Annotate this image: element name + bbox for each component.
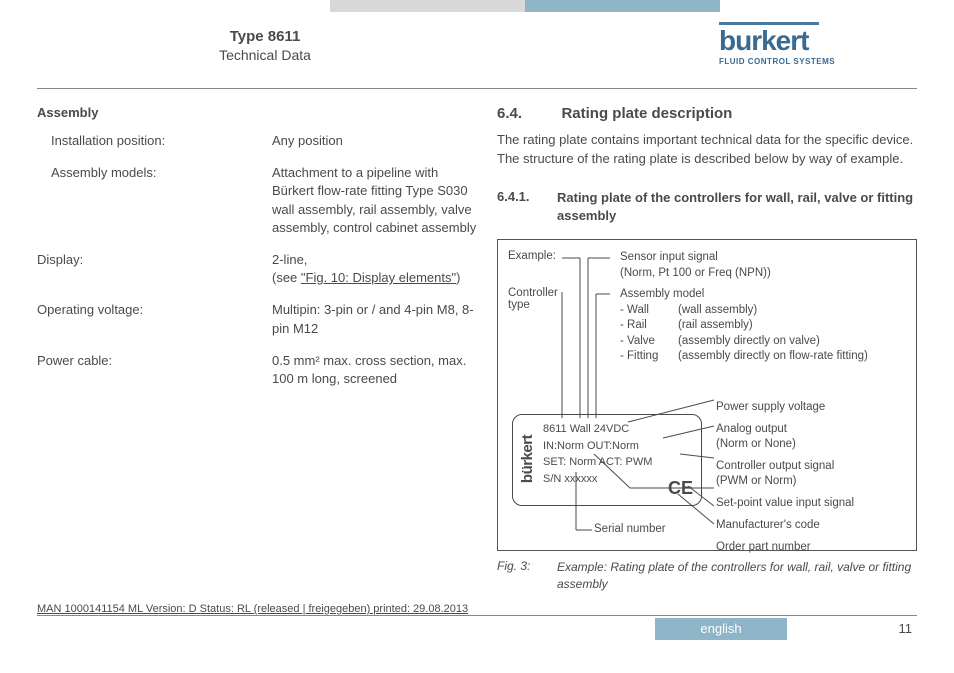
bar-gray xyxy=(330,0,525,12)
diagram-row-example: Example: Sensor input signal(Norm, Pt 10… xyxy=(508,250,906,281)
spec-value: Attachment to a pipeline with Bürkert fl… xyxy=(272,164,477,237)
assembly-key: - Fitting xyxy=(620,349,678,365)
spec-row: Operating voltage:Multipin: 3-pin or / a… xyxy=(37,301,477,337)
figure-caption: Fig. 3: Example: Rating plate of the con… xyxy=(497,559,917,593)
left-column: Assembly Installation position:Any posit… xyxy=(37,105,477,402)
diagram-callout: Set-point value input signal xyxy=(716,496,854,511)
top-color-bars xyxy=(0,0,954,12)
subsection-number: 6.4.1. xyxy=(497,189,557,225)
spec-value: 0.5 mm² max. cross section, max. 100 m l… xyxy=(272,352,477,388)
plate-line: S/N xxxxxx xyxy=(543,471,652,488)
subsection-heading: 6.4.1. Rating plate of the controllers f… xyxy=(497,189,917,225)
assembly-desc: (assembly directly on valve) xyxy=(678,334,906,350)
serial-number-label: Serial number xyxy=(594,523,666,535)
logo-text: burkert xyxy=(719,25,899,57)
assembly-heading: Assembly xyxy=(37,105,477,120)
assembly-item: - Wall(wall assembly) xyxy=(620,303,906,319)
plate-line: 8611 Wall 24VDC xyxy=(543,421,652,438)
spec-key: Assembly models: xyxy=(37,164,272,237)
page-header: Type 8611 Technical Data burkert FLUID C… xyxy=(0,28,954,83)
diagram-callout: Manufacturer's code xyxy=(716,518,854,533)
assembly-item: - Rail(rail assembly) xyxy=(620,318,906,334)
diagram-callout: Order part number xyxy=(716,540,854,555)
footer-rule xyxy=(37,615,917,616)
diagram-right-labels: Power supply voltage Analog output(Norm o… xyxy=(716,400,854,562)
assembly-desc: (assembly directly on flow-rate fitting) xyxy=(678,349,906,365)
spec-row: Power cable:0.5 mm² max. cross section, … xyxy=(37,352,477,388)
diagram-callout: Power supply voltage xyxy=(716,400,854,415)
spec-row: Assembly models:Attachment to a pipeline… xyxy=(37,164,477,237)
plate-brand: bürkert xyxy=(519,421,536,497)
spec-value: Multipin: 3-pin or / and 4-pin M8, 8-pin… xyxy=(272,301,477,337)
ce-mark-icon: CE xyxy=(668,478,693,499)
assembly-key: - Valve xyxy=(620,334,678,350)
section-paragraph: The rating plate contains important tech… xyxy=(497,131,917,169)
figure-text: Example: Rating plate of the controllers… xyxy=(557,559,917,593)
right-column: 6.4. Rating plate description The rating… xyxy=(497,105,917,593)
header-left: Type 8611 Technical Data xyxy=(115,28,415,63)
sensor-input-desc: Sensor input signal(Norm, Pt 100 or Freq… xyxy=(620,250,906,281)
section-title: Rating plate description xyxy=(561,105,732,122)
section-heading: 6.4. Rating plate description xyxy=(497,105,917,123)
assembly-key: - Wall xyxy=(620,303,678,319)
footer-metadata: MAN 1000141154 ML Version: D Status: RL … xyxy=(37,603,468,615)
spec-key: Display: xyxy=(37,251,272,287)
logo-tagline: FLUID CONTROL SYSTEMS xyxy=(719,57,899,66)
spec-key: Installation position: xyxy=(37,132,272,150)
diagram-row-controller: Controllertype Assembly model - Wall(wal… xyxy=(508,287,906,365)
bar-accent xyxy=(525,0,720,12)
display-figure-link[interactable]: "Fig. 10: Display elements" xyxy=(301,270,456,285)
assembly-model-desc: Assembly model - Wall(wall assembly)- Ra… xyxy=(620,287,906,365)
footer-language: english xyxy=(655,618,787,640)
figure-number: Fig. 3: xyxy=(497,559,557,593)
rating-plate-diagram: Example: Sensor input signal(Norm, Pt 10… xyxy=(497,239,917,551)
subsection-title: Rating plate of the controllers for wall… xyxy=(557,189,917,225)
plate-line: IN:Norm OUT:Norm xyxy=(543,438,652,455)
brand-logo: burkert FLUID CONTROL SYSTEMS xyxy=(719,22,899,66)
header-rule xyxy=(37,88,917,89)
spec-key: Operating voltage: xyxy=(37,301,272,337)
assembly-key: - Rail xyxy=(620,318,678,334)
section-number: 6.4. xyxy=(497,105,557,122)
assembly-desc: (wall assembly) xyxy=(678,303,906,319)
doc-type-title: Type 8611 xyxy=(115,28,415,45)
assembly-item: - Valve(assembly directly on valve) xyxy=(620,334,906,350)
assembly-desc: (rail assembly) xyxy=(678,318,906,334)
controller-type-label: Controllertype xyxy=(508,287,570,365)
diagram-callout: Controller output signal(PWM or Norm) xyxy=(716,459,854,489)
doc-subtitle: Technical Data xyxy=(115,47,415,63)
assembly-model-title: Assembly model xyxy=(620,287,906,303)
spec-value: 2-line,(see "Fig. 10: Display elements") xyxy=(272,251,477,287)
rating-plate: bürkert 8611 Wall 24VDCIN:Norm OUT:NormS… xyxy=(512,414,702,506)
footer-page-number: 11 xyxy=(899,621,913,636)
spec-row: Display:2-line,(see "Fig. 10: Display el… xyxy=(37,251,477,287)
assembly-item: - Fitting(assembly directly on flow-rate… xyxy=(620,349,906,365)
spec-value: Any position xyxy=(272,132,477,150)
diagram-callout: Analog output(Norm or None) xyxy=(716,422,854,452)
plate-text: 8611 Wall 24VDCIN:Norm OUT:NormSET: Norm… xyxy=(543,421,652,487)
plate-line: SET: Norm ACT: PWM xyxy=(543,454,652,471)
example-label: Example: xyxy=(508,250,570,281)
spec-row: Installation position:Any position xyxy=(37,132,477,150)
spec-key: Power cable: xyxy=(37,352,272,388)
